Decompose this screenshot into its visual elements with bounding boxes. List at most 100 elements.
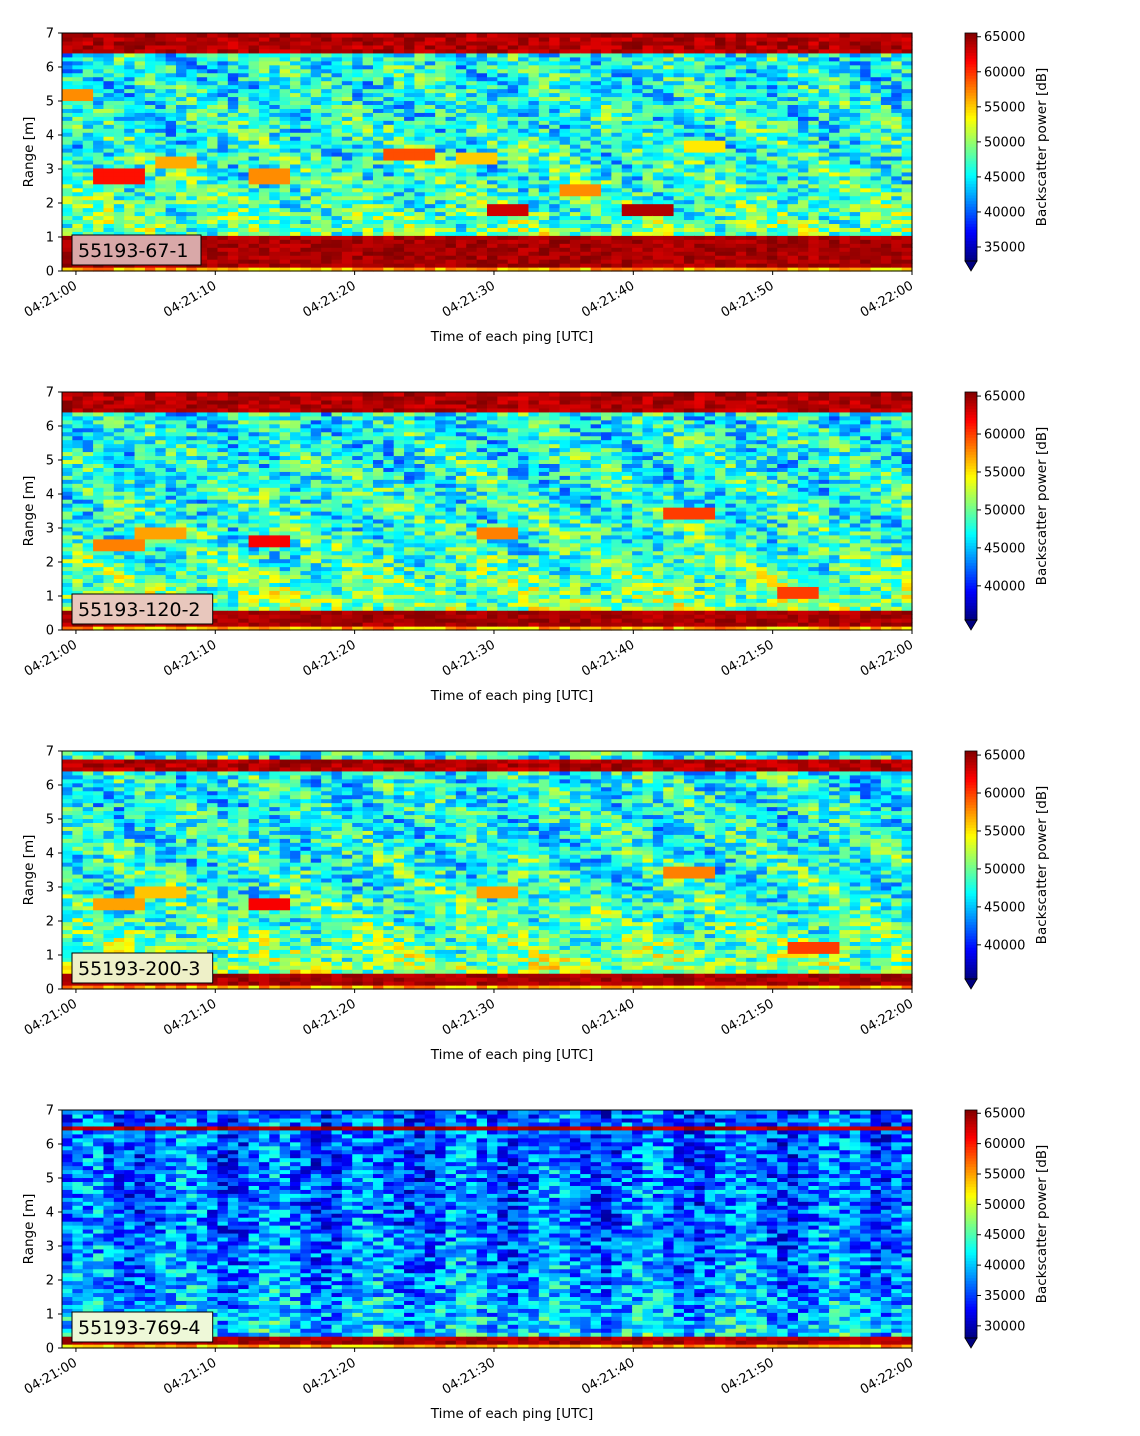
heatmap-cell — [383, 124, 395, 129]
heatmap-cell — [279, 72, 291, 78]
heatmap-cell — [113, 219, 125, 224]
heatmap-cell — [424, 187, 436, 193]
heatmap-cell — [134, 227, 146, 232]
heatmap-cell — [891, 124, 903, 129]
heatmap-cell — [414, 167, 426, 173]
heatmap-cell — [455, 44, 467, 50]
heatmap-cell — [507, 223, 519, 228]
heatmap-cell — [476, 108, 488, 113]
heatmap-cell — [155, 203, 167, 209]
heatmap-cell — [663, 155, 675, 161]
heatmap-cell — [538, 40, 550, 46]
heatmap-cell — [238, 56, 250, 62]
heatmap-cell — [797, 96, 809, 102]
heatmap-cell — [797, 144, 809, 149]
heatmap-cell — [652, 108, 664, 113]
heatmap-cell — [331, 88, 343, 94]
heatmap-cell — [445, 112, 457, 117]
heatmap-cell — [103, 203, 115, 209]
heatmap-cell — [683, 56, 695, 62]
heatmap-cell — [538, 56, 550, 62]
heatmap-cell — [82, 84, 94, 90]
heatmap-cell — [880, 203, 892, 209]
heatmap-cell — [435, 96, 447, 102]
heatmap-cell — [829, 132, 841, 137]
heatmap-cell — [424, 215, 436, 221]
heatmap-cell — [673, 52, 685, 58]
heatmap-cell — [217, 203, 229, 209]
heatmap-cell — [258, 96, 270, 102]
heatmap-cell — [487, 223, 498, 228]
heatmap-cell — [310, 84, 322, 90]
heatmap-cell — [362, 100, 374, 105]
heatmap-cell — [155, 76, 167, 82]
heatmap-cell — [300, 183, 312, 189]
heatmap-cell — [196, 96, 208, 102]
heatmap-cell — [808, 92, 820, 98]
heatmap-cell — [113, 112, 125, 117]
heatmap-cell — [383, 211, 395, 217]
heatmap-cell — [466, 44, 478, 50]
heatmap-cell — [880, 207, 892, 213]
heatmap-cell — [124, 76, 136, 82]
heatmap-cell — [652, 175, 664, 181]
heatmap-cell — [144, 116, 156, 121]
heatmap-cell — [227, 64, 239, 70]
heatmap-cell — [404, 148, 416, 153]
heatmap-cell — [808, 187, 820, 193]
heatmap-cell — [663, 96, 675, 102]
heatmap-cell — [528, 88, 540, 94]
heatmap-cell — [849, 120, 861, 125]
heatmap-cell — [704, 128, 716, 133]
heatmap-cell — [880, 44, 892, 50]
heatmap-cell — [196, 33, 208, 38]
heatmap-cell — [860, 175, 872, 181]
heatmap-cell — [258, 259, 270, 264]
heatmap-cell — [279, 88, 291, 94]
heatmap-cell — [580, 124, 592, 129]
heatmap-cell — [569, 163, 581, 169]
heatmap-cell — [82, 132, 94, 137]
heatmap-cell — [849, 223, 861, 228]
heatmap-cell — [372, 155, 384, 161]
heatmap-cell — [549, 207, 561, 213]
heatmap-cell — [735, 152, 747, 157]
heatmap-cell — [725, 136, 737, 141]
heatmap-cell — [611, 140, 623, 145]
heatmap-cell — [258, 104, 270, 109]
heatmap-cell — [352, 84, 364, 90]
heatmap-cell — [880, 120, 892, 125]
heatmap-cell — [455, 267, 467, 272]
heatmap-cell — [642, 116, 654, 121]
heatmap-cell — [331, 219, 343, 224]
heatmap-cell — [269, 191, 281, 197]
heatmap-cell — [155, 128, 167, 133]
heatmap-cell — [362, 259, 374, 264]
heatmap-cell — [725, 191, 737, 197]
heatmap-cell — [891, 167, 903, 173]
heatmap-cell — [165, 132, 177, 137]
heatmap-cell — [445, 148, 457, 153]
heatmap-cell — [393, 60, 405, 66]
heatmap-cell — [207, 191, 219, 197]
heatmap-cell — [652, 44, 664, 50]
heatmap-cell — [694, 44, 706, 50]
heatmap-cell — [310, 36, 322, 42]
heatmap-cell — [569, 84, 581, 90]
heatmap-cell — [787, 243, 799, 248]
heatmap-cell — [901, 247, 913, 252]
heatmap-cell — [590, 211, 602, 217]
heatmap-cell — [103, 44, 115, 50]
heatmap-cell — [207, 104, 219, 109]
heatmap-cell — [476, 199, 488, 205]
heatmap-cell — [559, 88, 571, 94]
heatmap-cell — [290, 215, 302, 221]
heatmap-cell — [642, 163, 654, 169]
heatmap-cell — [124, 52, 136, 58]
heatmap-cell — [694, 132, 706, 137]
heatmap-cell — [383, 159, 395, 165]
heatmap-cell — [518, 76, 530, 82]
heatmap-cell — [538, 144, 550, 149]
heatmap-cell — [238, 140, 250, 145]
heatmap-cell — [538, 64, 550, 70]
